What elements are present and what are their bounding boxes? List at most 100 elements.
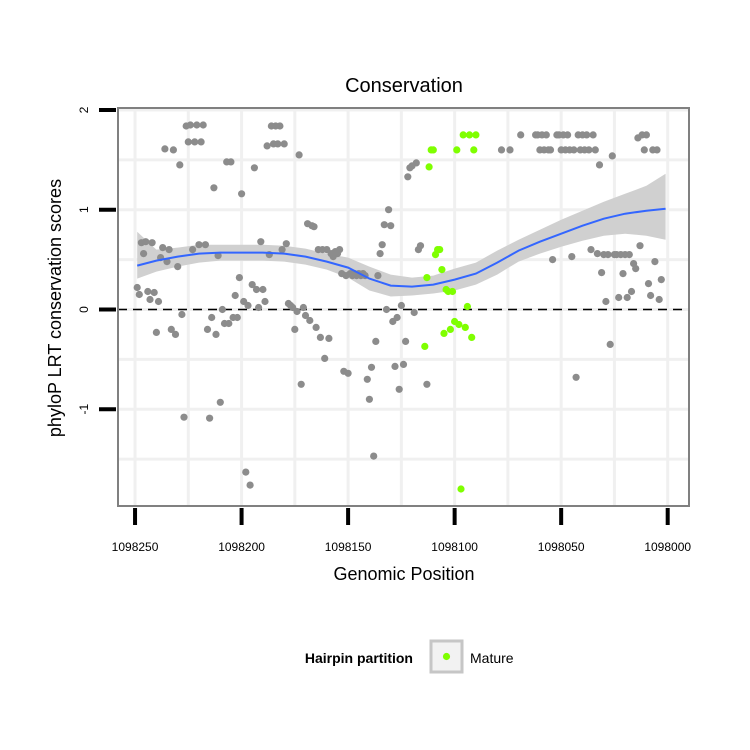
point-other xyxy=(385,206,393,214)
x-tick-label: 1098100 xyxy=(431,540,478,554)
point-other xyxy=(636,242,644,250)
point-other xyxy=(412,159,420,167)
point-other xyxy=(238,190,246,198)
point-other xyxy=(161,145,169,153)
point-other xyxy=(144,287,152,296)
point-mature xyxy=(448,287,457,296)
point-other xyxy=(589,131,597,139)
point-other xyxy=(647,291,655,300)
point-other xyxy=(653,146,661,154)
point-other xyxy=(171,330,180,338)
point-other xyxy=(397,301,405,310)
point-other xyxy=(150,288,158,297)
point-other xyxy=(568,253,576,261)
point-mature xyxy=(438,266,446,274)
point-other xyxy=(214,252,222,260)
point-other xyxy=(178,310,186,319)
point-mature xyxy=(436,246,444,254)
point-other xyxy=(201,241,209,249)
point-other xyxy=(657,276,665,284)
point-other xyxy=(235,274,243,282)
panel-frame xyxy=(117,107,690,507)
point-mature xyxy=(465,131,474,139)
point-other xyxy=(595,161,604,169)
point-other xyxy=(261,297,269,306)
point-other xyxy=(399,360,408,368)
point-mature xyxy=(468,333,476,341)
point-other xyxy=(608,152,616,160)
point-other xyxy=(517,131,525,139)
point-other xyxy=(363,375,371,383)
point-other xyxy=(365,395,373,403)
point-other xyxy=(374,272,382,280)
y-axis: 2 1 0 -1 xyxy=(77,106,116,415)
point-other xyxy=(615,293,623,302)
point-mature xyxy=(421,342,429,350)
chart-title: Conservation xyxy=(345,75,463,97)
point-other xyxy=(252,285,261,294)
point-other xyxy=(604,251,612,259)
point-other xyxy=(423,380,431,388)
point-other xyxy=(325,334,333,342)
point-other xyxy=(176,161,184,169)
point-other xyxy=(549,256,557,264)
point-mature xyxy=(455,320,463,329)
point-other xyxy=(598,269,606,277)
point-other xyxy=(395,385,403,393)
point-mature xyxy=(440,329,448,337)
legend-label-mature: Mature xyxy=(470,650,514,666)
point-other xyxy=(152,328,160,336)
point-mature xyxy=(425,163,433,171)
point-other xyxy=(263,142,271,150)
point-other xyxy=(376,250,384,258)
legend: Hairpin partition Mature xyxy=(305,639,514,674)
legend-key-box xyxy=(429,639,464,674)
point-other xyxy=(655,295,663,304)
point-other xyxy=(310,223,318,231)
points-mature xyxy=(421,131,480,493)
x-axis: 1098250 1098200 1098150 1098100 1098050 10980… xyxy=(112,508,691,554)
point-other xyxy=(602,297,610,306)
point-mature xyxy=(429,146,437,154)
point-other xyxy=(295,151,303,159)
y-tick-label: -1 xyxy=(77,404,91,415)
point-other xyxy=(497,146,506,154)
point-other xyxy=(321,354,329,362)
point-other xyxy=(280,140,288,148)
point-mature xyxy=(463,302,471,311)
point-other xyxy=(148,239,156,247)
point-other xyxy=(583,131,591,139)
point-other xyxy=(203,325,212,333)
point-other xyxy=(593,250,602,258)
point-other xyxy=(378,241,386,249)
point-other xyxy=(193,121,201,129)
point-other xyxy=(564,131,572,139)
point-other xyxy=(336,246,344,254)
point-other xyxy=(195,241,203,249)
point-other xyxy=(291,325,299,333)
point-other xyxy=(184,138,192,146)
point-other xyxy=(387,222,395,230)
point-other xyxy=(169,146,177,154)
point-other xyxy=(191,138,199,146)
point-other xyxy=(180,413,188,421)
point-other xyxy=(367,363,376,371)
point-other xyxy=(570,146,578,154)
point-other xyxy=(278,246,286,254)
point-other xyxy=(306,316,314,325)
point-other xyxy=(186,121,194,129)
point-mature xyxy=(459,131,467,139)
point-other xyxy=(165,246,173,254)
point-other xyxy=(546,146,555,154)
point-other xyxy=(585,146,593,154)
point-other xyxy=(632,265,640,273)
point-other xyxy=(619,270,627,278)
point-mature xyxy=(461,323,469,331)
x-tick-label: 1098200 xyxy=(218,540,265,554)
point-other xyxy=(591,146,599,154)
point-other xyxy=(146,295,154,304)
y-tick-label: 2 xyxy=(77,106,91,113)
point-other xyxy=(135,290,143,299)
point-other xyxy=(248,281,256,289)
